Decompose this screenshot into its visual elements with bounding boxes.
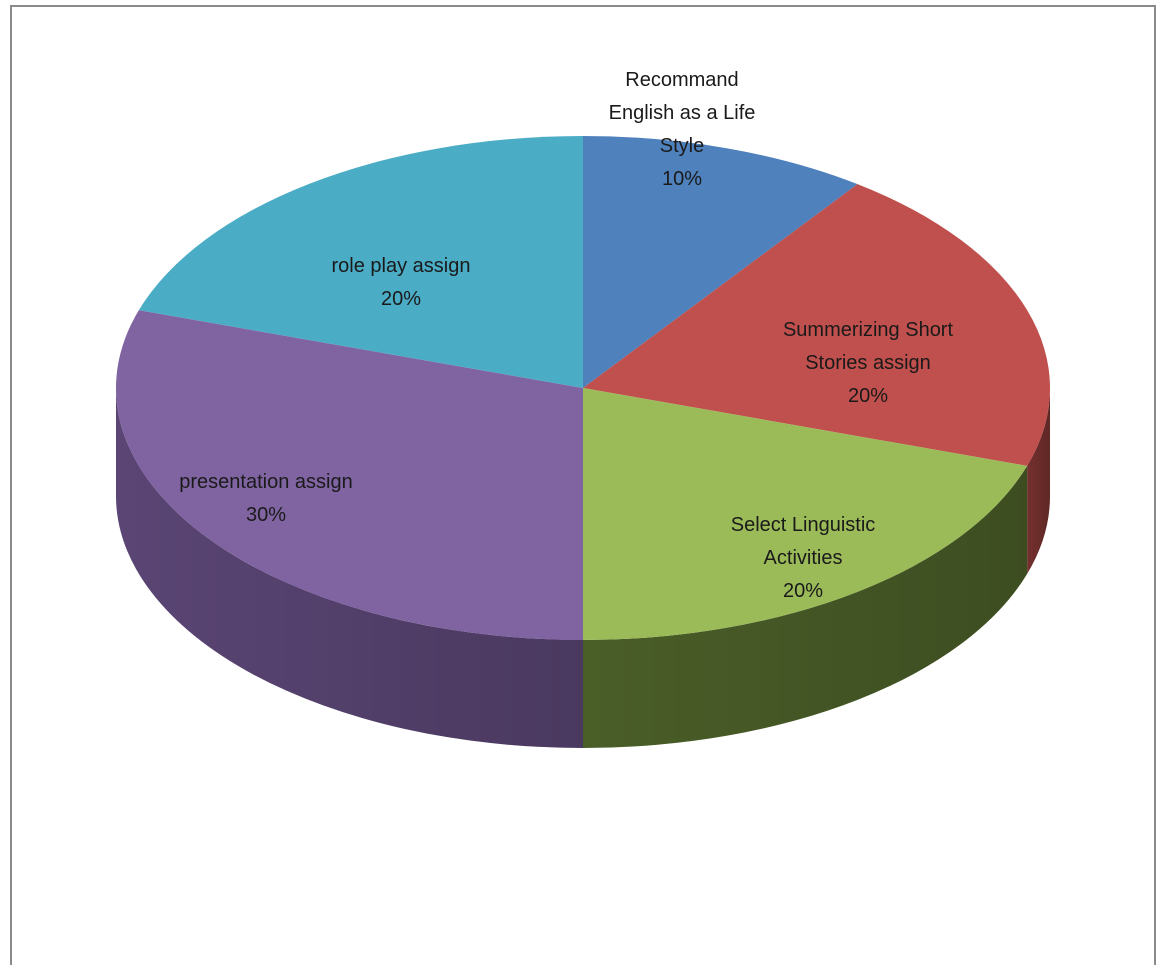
slice-label-presentation-assign: presentation assign 30%: [179, 471, 352, 526]
pie-side-shade-select-linguistic-activities: [583, 465, 1028, 748]
slice-name-line: Recommand: [625, 69, 738, 91]
slice-label-recommand-english-as-a-life-style: Recommand English as a Life Style 10%: [609, 69, 756, 190]
slice-name-line: Style: [660, 135, 704, 157]
pie-slice-select-linguistic-activities: [583, 388, 1028, 640]
slice-name-line: role play assign: [332, 255, 471, 277]
pie-labels: Recommand English as a Life Style 10% Summer…: [179, 69, 953, 602]
pie-slice-summerizing-short-stories-assign: [583, 184, 1050, 466]
slice-label-select-linguistic-activities: Select Linguistic Activities 20%: [731, 514, 876, 602]
slice-percent-label: 30%: [246, 504, 286, 526]
pie-side-shade-presentation-assign: [116, 388, 583, 748]
slice-percent-label: 20%: [783, 580, 823, 602]
slice-name-line: Select Linguistic: [731, 514, 876, 536]
pie-tops: [115, 136, 1050, 640]
slice-percent-label: 20%: [848, 385, 888, 407]
slice-name-line: English as a Life: [609, 102, 756, 124]
slice-name-line: presentation assign: [179, 471, 352, 493]
pie-side-shade-summerizing-short-stories-assign: [1027, 388, 1050, 574]
slice-label-summerizing-short-stories-assign: Summerizing Short Stories assign 20%: [783, 319, 954, 407]
slice-name-line: Activities: [764, 547, 843, 569]
chart-frame: [10, 5, 1156, 965]
pie-slice-role-play-assign: [138, 136, 583, 388]
pie-sides: [116, 388, 1050, 748]
slice-name-line: Stories assign: [805, 352, 931, 374]
pie-slice-presentation-assign: [115, 310, 584, 640]
slice-percent-label: 20%: [381, 288, 421, 310]
pie-slice-recommand-english-as-a-life-style: [583, 136, 858, 388]
slice-percent-label: 10%: [662, 168, 702, 190]
slice-label-role-play-assign: role play assign 20%: [332, 255, 471, 310]
slice-name-line: Summerizing Short: [783, 319, 954, 341]
